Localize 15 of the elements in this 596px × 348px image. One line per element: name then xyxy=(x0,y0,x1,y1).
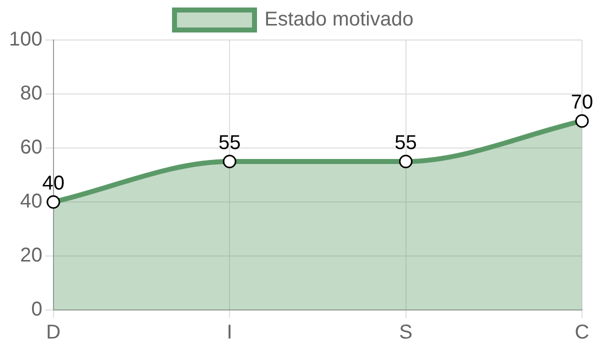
data-label: 70 xyxy=(570,92,594,114)
x-tick-label: D xyxy=(46,322,61,344)
y-tick-label: 40 xyxy=(20,190,42,213)
y-tick-label: 0 xyxy=(31,298,42,321)
x-tick-label: I xyxy=(226,322,232,344)
data-label: 55 xyxy=(218,132,241,154)
x-tick-label: C xyxy=(574,322,590,344)
y-tick-label: 100 xyxy=(8,28,42,51)
x-tick-label: S xyxy=(399,322,412,344)
y-tick-label: 60 xyxy=(20,136,42,159)
data-label: 40 xyxy=(42,172,64,195)
legend-label: Estado motivado xyxy=(264,8,414,31)
y-tick-label: 20 xyxy=(20,244,42,267)
y-tick-label: 80 xyxy=(20,82,42,105)
data-label: 55 xyxy=(394,132,417,154)
